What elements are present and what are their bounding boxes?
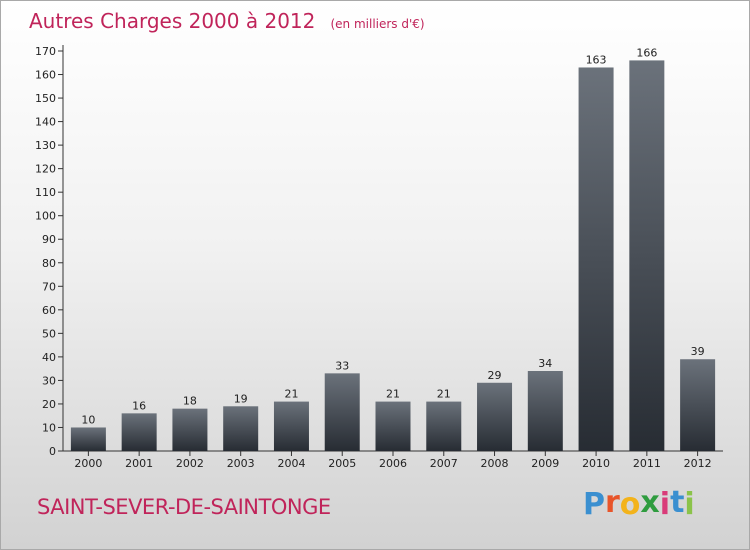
y-tick-label: 10 [42, 421, 56, 434]
logo-letter: P [583, 487, 605, 522]
x-tick-label: 2011 [633, 457, 661, 470]
logo-letter: t [670, 485, 685, 520]
data-label: 21 [284, 388, 298, 401]
y-tick-label: 110 [35, 186, 56, 199]
x-tick-label: 2004 [277, 457, 305, 470]
x-tick-label: 2008 [481, 457, 509, 470]
y-tick-label: 90 [42, 233, 56, 246]
bar-2003 [223, 406, 259, 451]
data-label: 21 [386, 388, 400, 401]
data-label: 39 [691, 345, 705, 358]
data-label: 16 [132, 399, 146, 412]
y-tick-label: 30 [42, 374, 56, 387]
y-tick-label: 140 [35, 116, 56, 129]
bars [70, 60, 716, 452]
y-tick-label: 120 [35, 163, 56, 176]
data-label: 34 [538, 357, 552, 370]
chart-subtitle: (en milliers d'€) [330, 17, 425, 31]
data-label: 166 [636, 46, 657, 59]
y-tick-label: 80 [42, 257, 56, 270]
x-tick-label: 2009 [531, 457, 559, 470]
x-tick-label: 2003 [227, 457, 255, 470]
y-tick-label: 160 [35, 69, 56, 82]
bar-2004 [273, 401, 309, 451]
data-label: 33 [335, 359, 349, 372]
bar-2006 [375, 401, 411, 451]
y-tick-label: 150 [35, 92, 56, 105]
y-tick-label: 60 [42, 304, 56, 317]
x-tick-label: 2012 [684, 457, 712, 470]
data-label: 21 [437, 388, 451, 401]
bar-2012 [680, 359, 716, 451]
bar-2010 [578, 67, 614, 452]
data-labels: 10 16 18 19 21 33 21 21 29 34 163 166 39 [81, 46, 704, 426]
data-label: 18 [183, 395, 197, 408]
bar-2009 [527, 371, 563, 451]
logo-letter: x [640, 485, 660, 520]
y-tick-label: 20 [42, 398, 56, 411]
x-tick-label: 2006 [379, 457, 407, 470]
bar-2002 [172, 408, 208, 451]
bar-2008 [477, 382, 513, 451]
bar-2001 [121, 413, 157, 451]
y-axis: 0 10 20 30 40 50 60 70 80 90 100 110 120 130 140 150 160… [35, 45, 64, 458]
logo-letter: r [605, 485, 620, 520]
data-label: 19 [234, 392, 248, 405]
y-tick-label: 170 [35, 45, 56, 58]
bar-2005 [324, 373, 360, 451]
data-label: 29 [488, 369, 502, 382]
proxiti-logo: Proxiti [583, 485, 695, 522]
x-tick-label: 2010 [582, 457, 610, 470]
x-tick-label: 2001 [125, 457, 153, 470]
logo-letter: o [619, 487, 641, 522]
logo-letter: i [684, 487, 695, 522]
title-line: Autres Charges 2000 à 2012 (en milliers … [29, 9, 425, 33]
logo-letter: i [659, 487, 671, 522]
x-tick-label: 2005 [328, 457, 356, 470]
y-tick-label: 70 [42, 280, 56, 293]
data-label: 163 [586, 53, 607, 66]
x-tick-label: 2002 [176, 457, 204, 470]
bar-2000 [70, 427, 106, 451]
y-tick-label: 100 [35, 210, 56, 223]
commune-name: SAINT-SEVER-DE-SAINTONGE [37, 495, 331, 519]
y-tick-label: 50 [42, 327, 56, 340]
bar-2011 [629, 60, 665, 451]
y-tick-label: 130 [35, 139, 56, 152]
y-tick-label: 40 [42, 351, 56, 364]
x-axis: 2000 2001 2002 2003 2004 2005 2006 2007 2008 2009… [63, 450, 723, 470]
x-tick-label: 2007 [430, 457, 458, 470]
data-label: 10 [81, 413, 95, 426]
y-tick-label: 0 [49, 445, 56, 458]
x-tick-label: 2000 [74, 457, 102, 470]
bar-2007 [426, 401, 462, 451]
chart-title: Autres Charges 2000 à 2012 [29, 9, 316, 33]
